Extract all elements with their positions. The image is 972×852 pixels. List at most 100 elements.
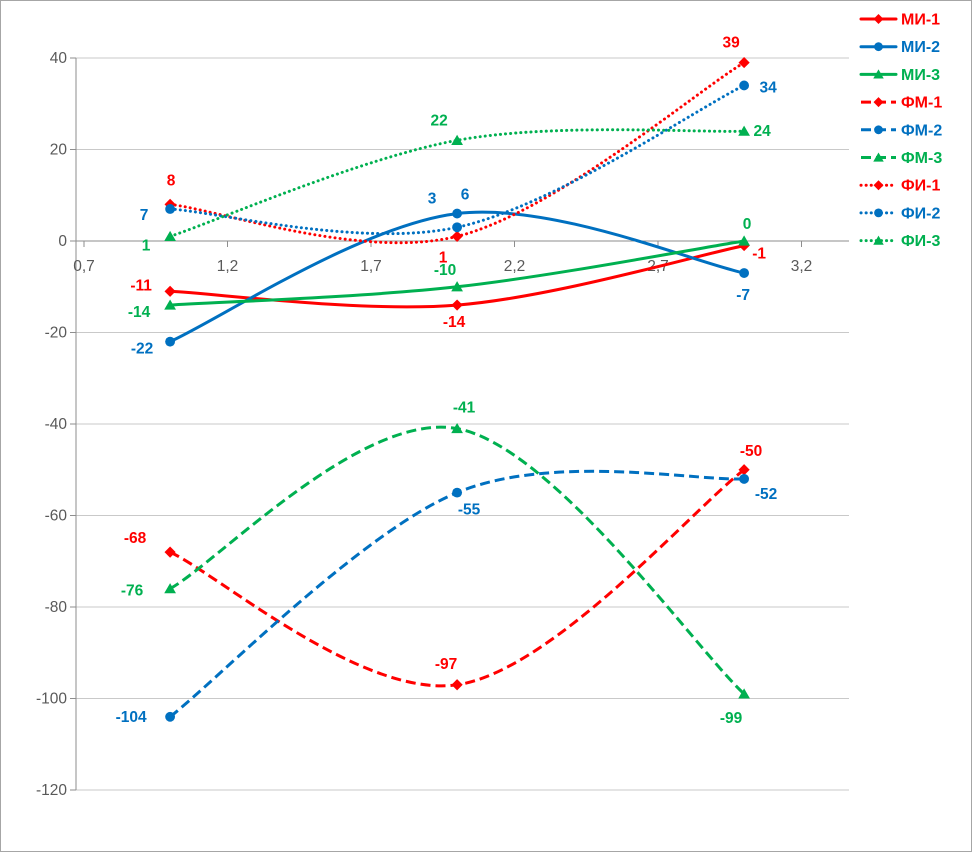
legend-item-2: МИ-2 xyxy=(859,39,940,56)
series-ФИ-3: 1 22 24 xyxy=(142,112,771,254)
x-tick-label: 1,2 xyxy=(217,258,239,275)
data-point-marker xyxy=(451,679,463,691)
legend-item-8: ФИ-2 xyxy=(859,205,940,222)
legend-label: ФИ-2 xyxy=(901,205,940,222)
series-МИ-3: -14 -10 0 xyxy=(128,216,752,321)
data-point-marker xyxy=(738,688,750,699)
legend-item-5: ФМ-2 xyxy=(861,122,942,139)
y-tick-label: 40 xyxy=(50,50,68,67)
data-point-marker xyxy=(874,125,883,135)
series-ФИ-1: 8 1 39 xyxy=(164,35,750,266)
data-point-label: -104 xyxy=(116,709,147,726)
series-ФИ-2: 7 3 34 xyxy=(140,79,777,236)
data-point-label: -52 xyxy=(755,486,777,503)
x-tick-label: 0,7 xyxy=(73,258,95,275)
legend-label: МИ-1 xyxy=(901,12,940,29)
legend-label: ФМ-1 xyxy=(901,95,942,112)
y-tick-label: -80 xyxy=(45,599,68,616)
data-point-label: 24 xyxy=(753,123,771,140)
series-ФМ-1: -68 -97 -50 xyxy=(124,443,762,691)
data-point-marker xyxy=(452,487,463,498)
data-point-label: -14 xyxy=(443,314,466,331)
legend-item-9: ФИ-3 xyxy=(859,233,940,250)
data-point-label: 6 xyxy=(461,187,470,204)
data-point-marker xyxy=(874,208,883,218)
data-point-marker xyxy=(451,422,463,434)
data-point-marker xyxy=(452,208,463,219)
data-point-label: 7 xyxy=(140,207,149,224)
legend-label: МИ-3 xyxy=(901,67,940,84)
data-point-label: -41 xyxy=(453,400,476,417)
x-tick-label: 1,7 xyxy=(360,258,382,275)
data-point-marker xyxy=(165,204,176,214)
data-point-marker xyxy=(738,235,750,246)
data-point-label: 1 xyxy=(439,249,448,266)
data-point-marker xyxy=(739,473,750,484)
axes xyxy=(70,57,849,791)
data-point-marker xyxy=(873,14,884,24)
data-point-marker xyxy=(873,152,884,162)
data-point-marker xyxy=(451,134,463,145)
y-tick-label: -120 xyxy=(36,782,67,799)
data-point-marker xyxy=(164,546,176,558)
data-point-marker xyxy=(739,80,750,91)
data-point-marker xyxy=(738,56,750,69)
data-point-marker xyxy=(451,281,463,292)
data-point-marker xyxy=(164,299,176,310)
data-point-label: 8 xyxy=(167,172,176,189)
data-point-marker xyxy=(738,464,750,476)
series-ФМ-3: -76 -41 -99 xyxy=(121,400,750,727)
data-point-marker xyxy=(164,285,176,297)
data-point-label: 39 xyxy=(722,35,740,52)
data-point-label: -99 xyxy=(720,710,743,727)
y-tick-label: -60 xyxy=(45,508,68,525)
data-point-label: -50 xyxy=(740,443,762,460)
legend-label: ФИ-1 xyxy=(901,178,940,195)
data-point-marker xyxy=(452,222,463,233)
data-point-marker xyxy=(164,583,176,594)
legend-item-1: МИ-1 xyxy=(859,12,940,29)
y-tick-label: -40 xyxy=(45,416,68,433)
legend-item-7: ФИ-1 xyxy=(859,178,940,195)
series-line xyxy=(168,128,746,238)
gridlines xyxy=(76,57,849,791)
data-point-marker xyxy=(873,69,884,79)
data-point-marker xyxy=(739,268,750,278)
data-point-label: -11 xyxy=(130,277,152,294)
legend-label: ФМ-2 xyxy=(901,122,942,139)
data-point-marker xyxy=(165,711,176,722)
legend-label: ФИ-3 xyxy=(901,233,940,250)
data-point-label: 22 xyxy=(430,112,447,129)
data-point-label: 0 xyxy=(743,216,752,233)
data-point-label: 34 xyxy=(759,79,777,96)
data-point-label: -7 xyxy=(736,287,750,304)
legend-item-4: ФМ-1 xyxy=(861,95,942,112)
data-point-marker xyxy=(451,230,463,243)
data-point-label: -97 xyxy=(435,656,457,673)
y-tick-label: 0 xyxy=(58,233,67,250)
y-tick-label: -20 xyxy=(45,325,68,342)
legend-item-3: МИ-3 xyxy=(859,67,940,84)
data-point-label: -14 xyxy=(128,304,151,321)
series-МИ-1: -11 -14 -1 xyxy=(130,239,766,331)
x-tick-label: 2,2 xyxy=(504,258,526,275)
data-point-marker xyxy=(874,42,883,52)
legend: МИ-1 МИ-2 МИ-3 ФМ-1 ФМ-2 ФМ-3 ФИ-1 ФИ-2 ФИ-3 xyxy=(859,12,942,250)
x-tick-label: 3,2 xyxy=(791,258,813,275)
y-tick-label: -100 xyxy=(36,691,67,708)
data-point-marker xyxy=(451,299,463,311)
data-point-label: -76 xyxy=(121,583,144,600)
data-point-label: 3 xyxy=(428,190,437,207)
data-point-marker xyxy=(165,336,176,347)
data-point-label: -68 xyxy=(124,530,147,547)
series-ФМ-2: -104 -55 -52 xyxy=(116,469,777,726)
data-point-marker xyxy=(873,235,884,245)
data-point-label: -22 xyxy=(131,341,153,358)
legend-item-6: ФМ-3 xyxy=(861,150,942,167)
data-point-label: -55 xyxy=(458,502,481,519)
data-point-marker xyxy=(164,230,176,242)
data-point-label: -1 xyxy=(752,246,766,263)
